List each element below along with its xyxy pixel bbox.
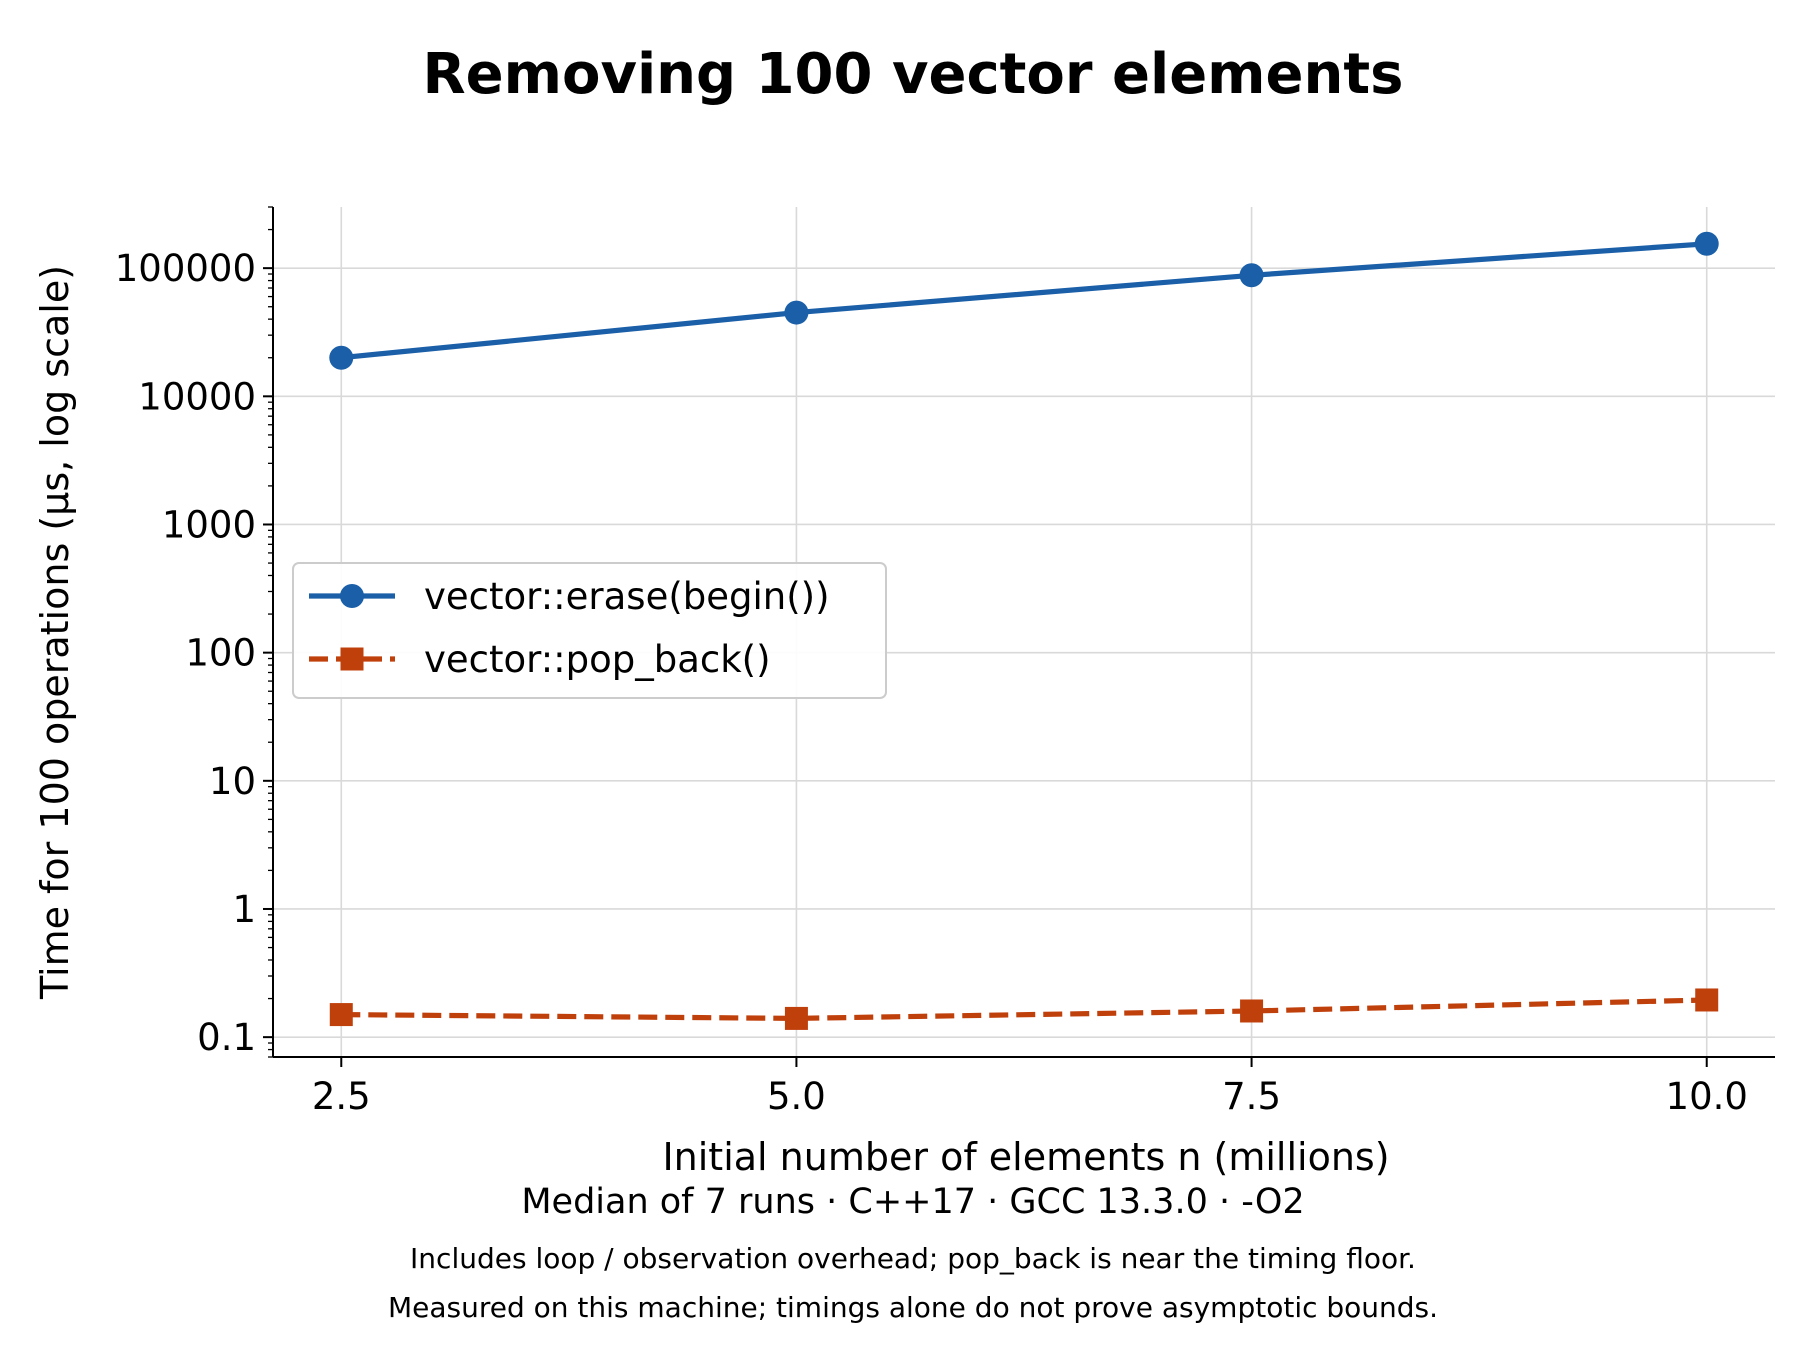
- y-axis-label: Time for 100 operations (µs, log scale): [33, 265, 77, 1000]
- chart-subtitle: Median of 7 runs · C++17 · GCC 13.3.0 · …: [521, 1182, 1304, 1222]
- legend-label: vector::erase(begin()): [424, 575, 830, 618]
- y-tick-label: 1000: [162, 503, 256, 546]
- chart-note-1: Includes loop / observation overhead; po…: [410, 1242, 1416, 1275]
- y-tick-label: 10: [209, 760, 256, 803]
- legend-box: [292, 562, 887, 699]
- data-point: [784, 1006, 808, 1030]
- legend-marker: [340, 584, 364, 608]
- x-tick-label: 10.0: [1666, 1075, 1748, 1118]
- data-point: [1239, 263, 1264, 288]
- x-tick-label: 2.5: [312, 1075, 371, 1118]
- legend: vector::erase(begin())vector::pop_back(): [292, 562, 887, 699]
- data-point: [1240, 999, 1264, 1023]
- axes: 2.5 5.0 7.5 10.0 0.1 1 10 100 1000 10000 100000: [115, 206, 1775, 1118]
- y-tick-label: 100: [185, 632, 256, 675]
- y-tick-label: 1: [232, 888, 256, 931]
- series-line: [341, 241, 1707, 361]
- data-point: [1695, 988, 1719, 1012]
- data-point: [329, 1003, 353, 1027]
- data-point: [329, 345, 354, 370]
- x-tick-label: 5.0: [767, 1075, 826, 1118]
- series-1: [329, 231, 1719, 370]
- chart-note-2: Measured on this machine; timings alone …: [388, 1291, 1438, 1324]
- chart-title: Removing 100 vector elements: [423, 42, 1404, 107]
- data-point: [1694, 231, 1719, 256]
- legend-marker: [340, 647, 364, 671]
- y-tick-label: 10000: [138, 375, 256, 418]
- series-2: [329, 988, 1719, 1030]
- series-line: [341, 997, 1707, 1021]
- legend-label: vector::pop_back(): [424, 638, 771, 681]
- x-tick-label: 7.5: [1222, 1075, 1281, 1118]
- series: [329, 231, 1719, 1030]
- y-tick-label: 100000: [115, 247, 256, 290]
- x-axis-label: Initial number of elements n (millions): [662, 1135, 1389, 1179]
- y-tick-label: 0.1: [197, 1016, 256, 1059]
- data-point: [784, 300, 809, 325]
